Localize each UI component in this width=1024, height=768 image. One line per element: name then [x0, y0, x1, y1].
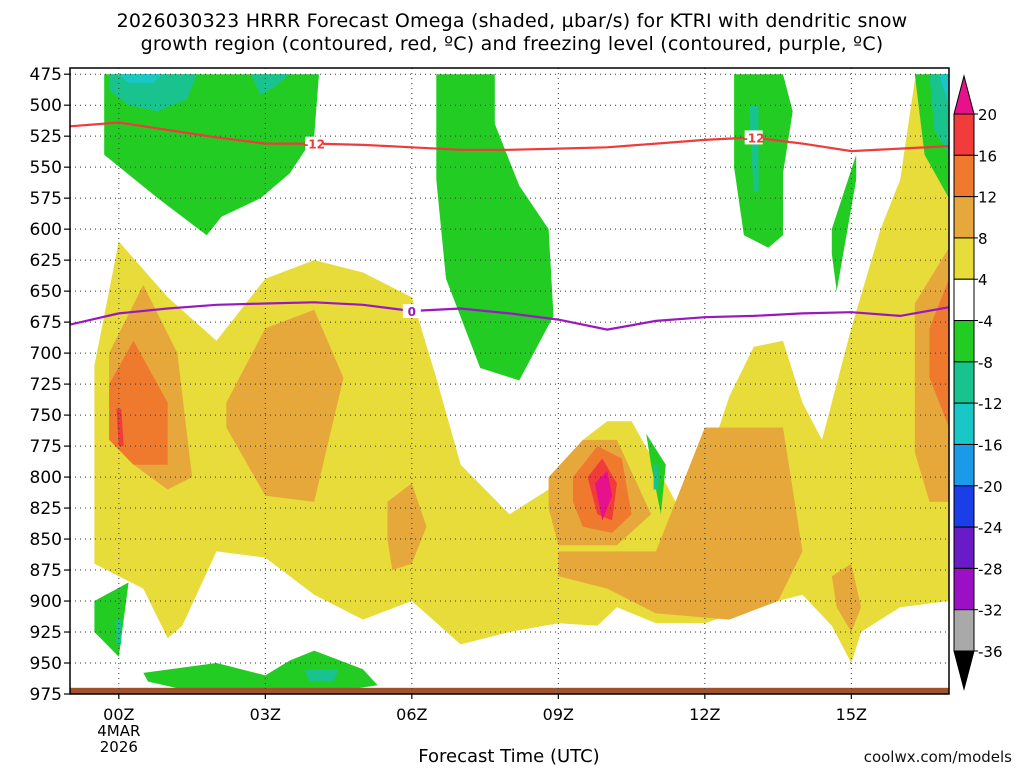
y-tick-label: 925	[30, 623, 62, 643]
omega-region-plus8	[226, 309, 344, 502]
freezing-level-label: 0	[408, 305, 416, 319]
y-tick-label: 750	[30, 406, 62, 426]
y-tick-label: 950	[30, 654, 62, 674]
colorbar-box	[953, 485, 975, 528]
omega-region-minus12	[748, 105, 759, 192]
x-axis-label: Forecast Time (UTC)	[418, 746, 600, 767]
y-tick-label: 725	[30, 375, 62, 395]
colorbar-label: -36	[978, 643, 1003, 661]
colorbar-box	[953, 361, 975, 404]
y-tick-label: 500	[30, 96, 62, 116]
omega-region-plus12	[929, 278, 949, 428]
y-tick-label: 975	[30, 685, 62, 705]
x-tick-label: 12Z	[689, 705, 720, 724]
omega-region-minus16	[939, 74, 949, 106]
omega-region-minus12	[653, 464, 659, 490]
colorbar-box	[953, 113, 975, 156]
x-tick-sublabel: 2026	[100, 738, 138, 756]
isotherm-label-left-bg	[305, 136, 324, 151]
y-tick-label: 575	[30, 189, 62, 209]
terrain-strip	[70, 687, 949, 694]
y-tick-label: 650	[30, 282, 62, 302]
colorbar-label: -32	[978, 602, 1003, 620]
chart-title-line-2: growth region (contoured, red, ºC) and f…	[140, 33, 884, 55]
x-tick-label: 03Z	[250, 705, 281, 724]
omega-region-minus8	[104, 74, 319, 236]
site-credit: coolwx.com/models	[863, 748, 1012, 766]
colorbar-label: -28	[978, 560, 1003, 578]
omega-region-minus16	[118, 74, 163, 83]
omega-region-minus8	[734, 74, 793, 248]
colorbar-label: -4	[978, 313, 993, 331]
colorbar-box	[953, 402, 975, 445]
freezing-level-line	[70, 301, 949, 331]
omega-region-minus12	[109, 74, 197, 112]
colorbar-box	[953, 154, 975, 198]
colorbar-box	[953, 237, 975, 280]
y-tick-label: 475	[30, 65, 62, 85]
omega-region-minus12	[304, 669, 339, 682]
y-tick-label: 825	[30, 499, 62, 519]
colorbar-box	[953, 320, 975, 363]
colorbar-box	[953, 443, 975, 487]
colorbar-label: -8	[978, 354, 993, 372]
colorbar-label: -16	[978, 436, 1003, 454]
x-tick-label: 15Z	[836, 705, 867, 724]
chart-title-line-1: 2026030323 HRRR Forecast Omega (shaded, …	[116, 10, 908, 32]
omega-region-minus12	[250, 74, 290, 96]
x-tick-label: 00Z	[103, 705, 134, 724]
y-tick-label: 675	[30, 313, 62, 333]
colorbar-label: 16	[978, 147, 997, 165]
y-tick-label: 800	[30, 468, 62, 488]
colorbar-label: 8	[978, 230, 988, 248]
omega-region-plus8	[831, 563, 862, 632]
y-tick-label: 850	[30, 530, 62, 550]
freezing-level-label-bg	[402, 303, 421, 318]
omega-region-minus8	[143, 650, 378, 694]
isotherm-label-left: -12	[303, 138, 325, 152]
colorbar-label: -12	[978, 395, 1003, 413]
omega-region-minus8	[831, 154, 857, 292]
omega-region-plus20	[595, 470, 613, 521]
isotherm-minus12-line	[70, 121, 949, 153]
omega-region-plus8	[558, 427, 803, 620]
colorbar-label: 4	[978, 271, 988, 289]
colorbar-box	[953, 278, 975, 322]
y-tick-label: 775	[30, 437, 62, 457]
omega-region-plus12	[109, 340, 168, 465]
colorbar-top-arrow	[953, 74, 975, 115]
isotherm-label-right-bg	[744, 130, 763, 145]
y-tick-label: 625	[30, 251, 62, 271]
omega-region-minus12	[929, 74, 949, 155]
isotherm-label-right: -12	[743, 131, 765, 145]
y-tick-label: 550	[30, 158, 62, 178]
colorbar-box	[953, 196, 975, 239]
colorbar-box	[953, 567, 975, 611]
x-tick-sublabel: 4MAR	[97, 722, 140, 740]
colorbar-bottom-arrow	[953, 650, 975, 691]
y-tick-label: 875	[30, 561, 62, 581]
colorbar-label: -20	[978, 478, 1003, 496]
y-tick-label: 900	[30, 592, 62, 612]
y-tick-label: 525	[30, 127, 62, 147]
colorbar-box	[953, 609, 975, 652]
plot-area: -12 -12 0	[70, 68, 949, 694]
omega-region-minus12	[116, 619, 122, 645]
y-tick-label: 700	[30, 344, 62, 364]
plot-frame	[69, 67, 950, 695]
x-tick-label: 06Z	[396, 705, 427, 724]
colorbar-label: 12	[978, 189, 997, 207]
colorbar-box	[953, 526, 975, 569]
x-tick-label: 09Z	[543, 705, 574, 724]
colorbar-label: -24	[978, 519, 1003, 537]
omega-region-plus16	[116, 408, 124, 447]
omega-region-plus8	[387, 483, 427, 570]
y-tick-label: 600	[30, 220, 62, 240]
colorbar-label: 20	[978, 106, 997, 124]
